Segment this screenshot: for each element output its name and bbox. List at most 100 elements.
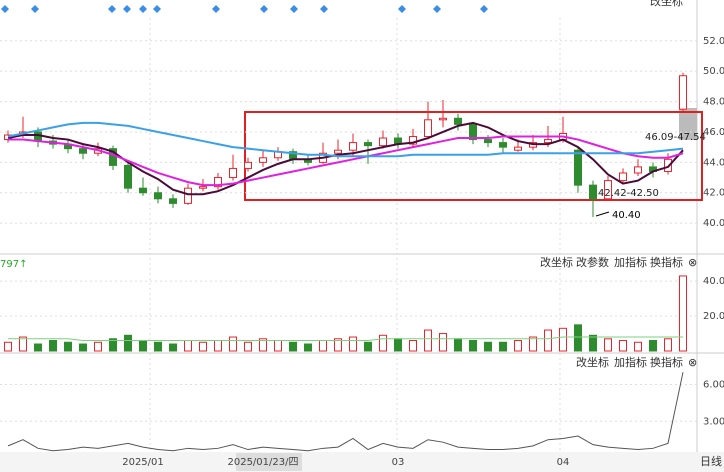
candle-body [169, 198, 177, 204]
candle-body [244, 161, 252, 169]
volume-bar [349, 336, 357, 352]
volume-bar [604, 338, 612, 352]
volume-bar [649, 340, 657, 352]
volume-bar [199, 341, 207, 352]
panel-button[interactable]: 换指标 [650, 255, 683, 269]
annotation: 42.42-42.50 [598, 188, 659, 199]
line [8, 336, 683, 342]
volume-bar [49, 340, 57, 352]
y-tick-label: 42.0 [703, 188, 724, 199]
x-tick-label: 2025/01 [122, 457, 164, 468]
panel-borders [0, 0, 724, 452]
volume-header: 797↑ [0, 259, 27, 270]
period-label[interactable]: 日线 [700, 454, 722, 468]
volume-bar [229, 336, 237, 352]
volume-bar [244, 341, 252, 352]
y-tick-label: 52.0 [703, 36, 724, 47]
volume-bar [109, 338, 117, 352]
volume-bar [439, 333, 447, 352]
candle-body [544, 139, 552, 144]
top-button[interactable]: 改坐标 [650, 0, 683, 8]
volume-bar [289, 341, 297, 352]
y-tick-label: 3.00 [703, 416, 724, 427]
panel-button[interactable]: 改坐标 [540, 255, 573, 269]
panel-button[interactable]: ⊗ [688, 256, 697, 269]
volume-bar [4, 341, 12, 352]
line [7, 121, 684, 158]
panel-button[interactable]: 加指标 [614, 355, 647, 369]
candle-body [214, 177, 222, 188]
candle-body [124, 164, 132, 189]
volume-bar [334, 338, 342, 352]
volume-bar [664, 338, 672, 352]
annotation: 40.40 [612, 210, 641, 221]
volume-bar [319, 340, 327, 352]
volume-bar [394, 338, 402, 352]
y-tick-label: 6.00 [703, 379, 724, 390]
candle-body [364, 142, 372, 147]
candle-body [259, 157, 267, 163]
volume-bar [484, 341, 492, 352]
candle-body [439, 117, 447, 121]
candle-body [574, 149, 582, 186]
candle-body [484, 139, 492, 144]
y-tick-label: 40.0 [703, 276, 724, 287]
volume-bar [589, 334, 597, 352]
panel-button[interactable]: ⊗ [688, 356, 697, 369]
candle-body [514, 146, 522, 151]
candle-body [139, 187, 147, 194]
y-tick-label: 46.0 [703, 127, 724, 138]
volume-bar [619, 340, 627, 352]
volume-bar [424, 329, 432, 352]
low-arrow [595, 211, 610, 217]
volume-bar [409, 340, 417, 352]
volume-bar [124, 334, 132, 352]
candle-body [409, 136, 417, 145]
volume-bar [139, 340, 147, 352]
volume-bar [514, 340, 522, 352]
volume-bar [169, 343, 177, 352]
annotation: 46.09-47.54 [645, 132, 706, 143]
candle-body [34, 131, 42, 142]
candle-body [469, 123, 477, 141]
y-tick-label: 20.0 [703, 311, 724, 322]
y-tick-label: 44.0 [703, 157, 724, 168]
volume-bar [154, 341, 162, 352]
candle-body [79, 148, 87, 154]
candle-body [589, 184, 597, 200]
x-tick-label: 03 [392, 457, 405, 468]
panel-button[interactable]: 改参数 [576, 255, 609, 269]
line [8, 135, 684, 187]
price-marker-box [679, 108, 697, 140]
panel-button[interactable]: 加指标 [614, 255, 647, 269]
volume-bar [19, 336, 27, 352]
candle-body [379, 137, 387, 147]
panel-button[interactable]: 改坐标 [576, 355, 609, 369]
volume-bar [379, 334, 387, 352]
x-tick-label: 04 [557, 457, 570, 468]
volume-bar [214, 340, 222, 352]
cursor-date-box [236, 453, 302, 471]
candle-body [454, 117, 462, 125]
candle-body [199, 186, 207, 189]
volume-bar [79, 343, 87, 352]
volume-bar [259, 338, 267, 352]
volume-bar [574, 324, 582, 352]
highlight-box [244, 111, 703, 201]
y-tick-label: 48.0 [703, 97, 724, 108]
line [7, 372, 684, 452]
candle-body [154, 192, 162, 200]
candle-body [424, 119, 432, 138]
volume-bar [634, 341, 642, 352]
candle-body [679, 75, 687, 110]
candle-body [604, 180, 612, 200]
volume-bar [94, 341, 102, 352]
y-tick-label: 50.0 [703, 66, 724, 77]
volume-bar [34, 343, 42, 352]
candle-body [619, 172, 627, 182]
candle-body [184, 187, 192, 204]
volume-bar [499, 341, 507, 352]
volume-bar [274, 340, 282, 352]
volume-bar [559, 327, 567, 352]
panel-button[interactable]: 换指标 [650, 355, 683, 369]
